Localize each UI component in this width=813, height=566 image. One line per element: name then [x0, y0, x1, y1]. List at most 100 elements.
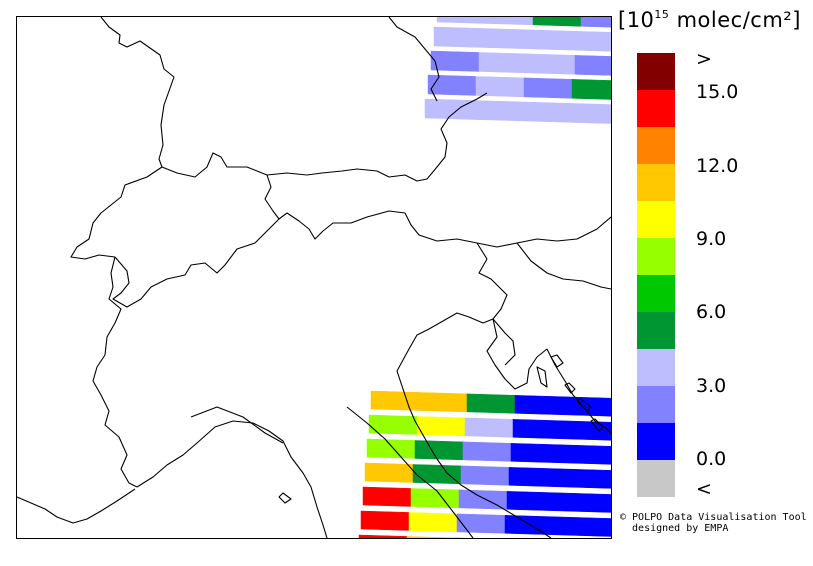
island-elba [278, 492, 292, 504]
swath-pixel [506, 491, 556, 512]
swath-pixel [364, 462, 414, 483]
coastline-france-south [17, 488, 136, 524]
coastline-italy-adriatic [396, 370, 552, 538]
swath-pixel [414, 440, 464, 461]
swath-pixel [358, 534, 408, 538]
swath-pixel [602, 493, 611, 513]
border-france-germany [100, 17, 175, 168]
swath-pixel [556, 468, 606, 489]
colorbar-tick-label: < [696, 478, 712, 500]
swath-pixel [520, 101, 570, 123]
swath-pixel [532, 17, 582, 27]
swath-pixel [606, 445, 611, 465]
island-dugi [590, 418, 604, 432]
swath-pixel [508, 467, 558, 488]
colorbar-swatch [637, 53, 675, 90]
swath-pixel [475, 76, 525, 98]
swath-pixel [481, 28, 531, 50]
colorbar-tick-label: 12.0 [696, 155, 739, 177]
colorbar-tick-label: 0.0 [696, 448, 727, 470]
swath-pixel [604, 469, 611, 489]
swath-pixel [504, 515, 554, 536]
swath-pixel [472, 100, 522, 122]
colorbar [637, 53, 675, 497]
satellite-swath-north-east [424, 17, 611, 124]
island-cres [536, 366, 548, 388]
swath-pixel [466, 393, 516, 414]
colorbar-tick-label: 9.0 [696, 228, 727, 250]
island-pag [576, 398, 592, 412]
swath-pixel [574, 55, 611, 76]
colorbar-swatch [637, 275, 675, 312]
map-panel[interactable] [16, 16, 612, 539]
island-krk [550, 354, 564, 368]
swath-pixel [560, 420, 610, 441]
swath-pixel [554, 492, 604, 513]
border-italy-interior-2 [346, 406, 474, 538]
swath-pixel [571, 79, 611, 100]
credits-line-1: © POLPO Data Visualisation Tool [620, 512, 807, 523]
colorbar-swatch [637, 423, 675, 460]
border-switzerland-austria [264, 174, 280, 220]
border-switzerland-italy [112, 210, 611, 308]
border-italy-slovenia [476, 242, 516, 366]
swath-pixel [412, 464, 462, 485]
colorbar-tick-label: 15.0 [696, 81, 739, 103]
swath-pixel [558, 444, 608, 465]
border-italy-interior [190, 406, 284, 444]
swath-pixel [430, 50, 480, 72]
swath-pixel [514, 395, 564, 416]
island-rab [564, 382, 576, 394]
border-germany-austria [161, 92, 488, 182]
credits-line-2: designed by EMPA [620, 523, 729, 534]
border-france-italy [92, 256, 138, 488]
swath-pixel [577, 31, 611, 52]
swath-pixel [478, 52, 528, 74]
credits: © POLPO Data Visualisation Tool designed… [620, 512, 807, 534]
swath-pixel [366, 438, 416, 459]
swath-pixel [433, 26, 483, 48]
swath-pixel [552, 516, 602, 537]
colorbar-swatch [637, 349, 675, 386]
swath-pixel [529, 29, 579, 51]
colorbar-swatch [637, 312, 675, 349]
coastline-istria [486, 318, 548, 390]
swath-pixel [362, 486, 412, 507]
coastline-venice [396, 312, 494, 372]
swath-pixel [580, 17, 611, 28]
swath-pixel [462, 441, 512, 462]
colorbar-title: [1015 molec/cm²] [618, 8, 801, 32]
swath-pixel [360, 510, 410, 531]
colorbar-swatch [637, 460, 675, 497]
colorbar-tick-label: 6.0 [696, 301, 727, 323]
swath-pixel [460, 465, 510, 486]
country-borders [17, 17, 611, 538]
swath-pixel [600, 517, 611, 537]
swath-pixel [456, 513, 506, 534]
colorbar-swatch [637, 201, 675, 238]
swath-pixel [562, 396, 611, 417]
border-germany-czech [388, 17, 440, 102]
swath-pixel [464, 417, 514, 438]
coastline-liguria [136, 420, 328, 538]
swath-pixel [436, 17, 486, 24]
swath-pixel [523, 77, 573, 99]
colorbar-tick-label: > [696, 48, 712, 70]
map-canvas[interactable] [17, 17, 611, 538]
swath-pixel [408, 512, 458, 533]
border-france-switzerland [70, 166, 163, 260]
swath-pixel [427, 74, 477, 96]
swath-pixel [568, 103, 611, 124]
swath-pixel [418, 392, 468, 413]
colorbar-swatch [637, 238, 675, 275]
swath-pixel [510, 443, 560, 464]
coastline-croatia [546, 348, 611, 434]
swath-pixel [406, 536, 456, 538]
border-slovenia-croatia [516, 242, 611, 290]
swath-pixel [512, 419, 562, 440]
colorbar-tick-label: 3.0 [696, 375, 727, 397]
swath-pixel [370, 390, 420, 411]
colorbar-swatch [637, 127, 675, 164]
swath-pixel [484, 17, 534, 26]
satellite-swath-south-east [358, 390, 611, 538]
